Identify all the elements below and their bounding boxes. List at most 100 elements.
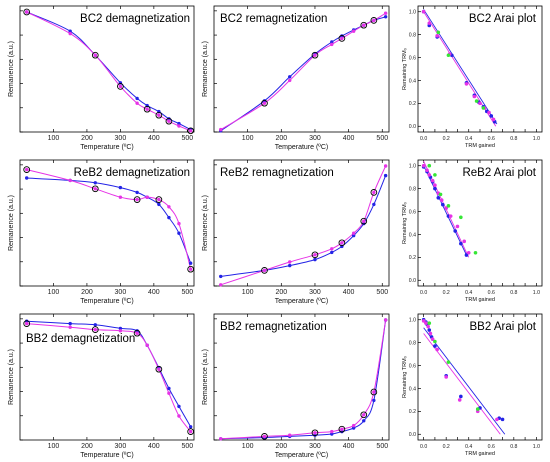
chart-title: BB2 Arai plot	[470, 321, 537, 333]
data-point-blue	[288, 75, 292, 79]
data-point-magenta	[457, 398, 462, 402]
x-tick-label: 0.0	[420, 136, 427, 142]
data-point-blue	[433, 344, 437, 348]
x-tick-label: 200	[275, 289, 287, 296]
x-tick-label: 0.8	[510, 136, 517, 142]
x-tick-label: 0.8	[510, 444, 517, 450]
data-point-magenta	[444, 375, 448, 379]
data-point-magenta	[351, 423, 356, 428]
data-point-magenta	[288, 260, 292, 264]
y-tick-label: 0.2	[409, 101, 416, 107]
x-axis-label: TRM gained	[465, 297, 495, 303]
x-axis-label: TRM gained	[465, 451, 495, 457]
x-tick-label: 0.4	[465, 136, 472, 142]
data-point-green	[473, 250, 478, 255]
x-axis-label: Temperature (ºC)	[275, 144, 329, 151]
highlight-marker	[370, 189, 378, 196]
series-line-magenta	[26, 323, 192, 432]
plot-frame	[19, 313, 195, 441]
panel-remag-7: 100 200 300 400 500 Temperature (ºC) Remanence…	[202, 313, 390, 459]
x-axis-label: Temperature (ºC)	[80, 452, 134, 459]
data-point-blue	[68, 29, 72, 33]
data-point-blue	[362, 221, 366, 226]
highlight-marker	[338, 35, 346, 42]
highlight-marker	[360, 21, 368, 29]
data-point-blue	[330, 250, 334, 255]
x-tick-label: 300	[309, 135, 321, 142]
highlight-marker	[187, 428, 195, 435]
y-axis-label: Remanence (a.u.)	[8, 195, 15, 251]
highlight-marker	[311, 429, 319, 437]
chart-title: ReB2 Arai plot	[462, 167, 536, 179]
data-point-blue	[464, 253, 469, 257]
plot-frame	[213, 313, 390, 441]
x-tick-label: 200	[81, 443, 93, 450]
data-point-magenta	[330, 247, 334, 251]
data-point-blue	[313, 433, 317, 437]
y-tick-label: 0.2	[409, 409, 416, 415]
plot-frame	[19, 159, 195, 287]
data-point-magenta	[425, 168, 429, 173]
data-point-blue	[118, 326, 123, 331]
x-tick-label: 1.0	[533, 444, 540, 450]
data-point-magenta	[145, 195, 149, 199]
data-point-magenta	[427, 21, 432, 25]
data-point-green	[438, 192, 443, 197]
data-point-green	[475, 407, 480, 411]
data-point-blue	[135, 329, 139, 333]
data-point-blue	[330, 40, 334, 44]
data-point-magenta	[426, 324, 430, 329]
data-point-magenta	[157, 197, 161, 202]
data-point-magenta	[177, 124, 181, 128]
x-tick-label: 300	[115, 443, 127, 450]
highlight-marker	[133, 196, 141, 203]
data-point-magenta	[491, 117, 496, 122]
chart-title: BB2 remagnetization	[220, 321, 327, 333]
data-point-green	[427, 321, 432, 325]
data-point-magenta	[177, 221, 181, 226]
highlight-marker	[311, 251, 319, 259]
highlight-marker	[155, 365, 163, 373]
y-tick-label: 0.6	[409, 363, 416, 369]
data-point-magenta	[435, 33, 439, 38]
data-point-green	[433, 339, 437, 344]
data-point-magenta	[362, 413, 366, 417]
data-point-blue	[188, 425, 193, 429]
data-point-green	[446, 360, 451, 364]
x-tick-label: 400	[343, 443, 355, 450]
x-tick-label: 100	[48, 289, 60, 296]
data-point-magenta	[135, 197, 139, 202]
y-axis-label: Remanence (a.u.)	[202, 41, 209, 97]
data-point-blue	[340, 429, 344, 434]
data-point-magenta	[313, 253, 317, 257]
data-point-blue	[177, 231, 181, 235]
y-axis-label: Remanence (a.u.)	[202, 195, 209, 251]
x-tick-label: 0.4	[465, 444, 472, 450]
y-tick-label: 0.0	[409, 432, 416, 438]
highlight-marker	[91, 326, 99, 333]
data-point-magenta	[68, 178, 72, 183]
data-point-magenta	[118, 329, 123, 333]
x-tick-label: 400	[148, 289, 160, 296]
data-point-magenta	[362, 219, 366, 223]
data-point-magenta	[340, 427, 344, 431]
panel-demag-0: 100 200 300 400 500 Temperature (ºC) Remanence…	[8, 5, 195, 151]
data-point-blue	[427, 328, 432, 332]
y-tick-label: 0.6	[409, 55, 416, 61]
x-tick-label: 500	[181, 135, 193, 142]
data-point-magenta	[455, 224, 460, 229]
panel-arai-2: 0.0 0.2 0.4 0.6 0.8 1.0 0.0 0.2 0.4 0.6 0.8 1.0 TRM …	[402, 5, 543, 149]
data-point-magenta	[433, 183, 437, 187]
data-point-magenta	[68, 31, 72, 36]
data-point-magenta	[383, 11, 388, 15]
y-axis-label: Remanence (a.u.)	[202, 349, 209, 405]
x-tick-label: 0.4	[465, 290, 472, 296]
highlight-marker	[261, 99, 268, 107]
highlight-marker	[91, 185, 99, 193]
x-tick-label: 400	[148, 443, 160, 450]
panel-demag-3: 100 200 300 400 500 Temperature (ºC) Remanence…	[8, 159, 195, 305]
data-point-blue	[433, 186, 437, 191]
data-point-magenta	[340, 241, 344, 245]
data-point-blue	[351, 426, 356, 430]
data-point-green	[474, 99, 479, 103]
